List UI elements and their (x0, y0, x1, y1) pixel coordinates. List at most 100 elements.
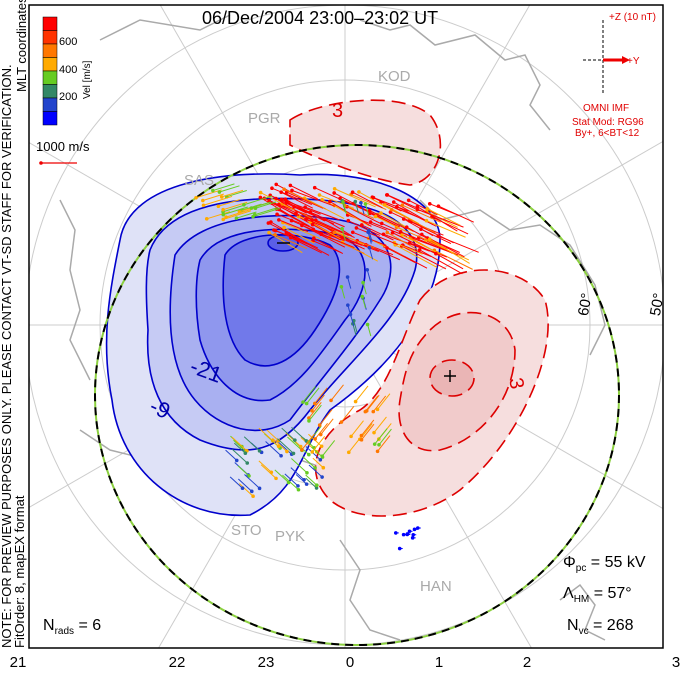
vector-origin (282, 225, 286, 230)
vector-origin (371, 195, 376, 200)
vector-origin (293, 438, 297, 442)
imf-z-label: +Z (10 nT) (609, 12, 656, 23)
vector-origin (415, 207, 420, 212)
velocity-vector (372, 395, 387, 412)
vector-origin (379, 211, 383, 215)
vector-origin (310, 222, 315, 227)
velocity-vector (231, 436, 248, 452)
velocity-vector (330, 384, 344, 401)
velocity-vector (282, 222, 321, 240)
vector-count: Nvc = 268 (567, 617, 634, 637)
velocity-vector (391, 209, 436, 234)
mlt-tick: 1 (434, 654, 444, 671)
velocity-vector (320, 418, 334, 435)
vector-origin (217, 190, 222, 194)
velocity-vector (342, 201, 347, 214)
velocity-vector (308, 402, 322, 419)
nrads-sub: rads (54, 626, 75, 638)
velocity-vector (339, 197, 375, 216)
velocity-vector (438, 205, 474, 223)
vector-origin (201, 198, 205, 203)
vector-origin (273, 233, 277, 237)
velocity-vector (341, 228, 346, 241)
hm-boundary-lat: ΛHM = 57° (563, 585, 632, 605)
vector-origin (279, 197, 284, 202)
vector-origin (354, 226, 359, 230)
vector-origin (279, 190, 283, 195)
colorbar (42, 16, 58, 126)
vector-origin (298, 444, 303, 449)
velocity-vector (195, 189, 222, 199)
velocity-vector (202, 193, 224, 201)
vector-origin (346, 303, 350, 307)
velocity-vector (386, 247, 416, 264)
velocity-vector (348, 220, 381, 236)
velocity-vector (244, 474, 260, 489)
velocity-vector (260, 196, 301, 223)
vector-origin (267, 230, 271, 235)
velocity-vector (260, 464, 277, 479)
velocity-vector (401, 245, 447, 270)
velocity-vector (282, 474, 299, 491)
vector-origin (320, 197, 324, 202)
velocity-vector (314, 422, 328, 440)
velocity-vector (290, 184, 318, 200)
vector-origin (307, 419, 311, 423)
vector-origin (267, 198, 271, 203)
velocity-vector (295, 474, 307, 485)
velocity-vector (305, 477, 317, 489)
vector-origin (313, 401, 317, 406)
velocity-vector (352, 191, 383, 209)
vector-origin (247, 474, 251, 478)
velocity-vector (223, 206, 248, 216)
vector-origin (350, 190, 355, 195)
vector-origin (385, 246, 389, 250)
velocity-vector (361, 423, 375, 441)
velocity-vector (286, 232, 319, 249)
plot-frame (28, 4, 664, 649)
velocity-vector (427, 208, 461, 226)
vector-origin (204, 217, 209, 221)
vector-origin (283, 197, 288, 201)
vector-origin (373, 214, 378, 219)
contour-label: 3 (332, 100, 344, 122)
imf-source: OMNI IMF (583, 103, 630, 114)
velocity-vector (203, 195, 233, 206)
velocity-vector (229, 476, 243, 489)
station-kod: KOD (378, 68, 411, 85)
vector-origin (353, 399, 358, 404)
mlt-tick: 0 (345, 654, 355, 671)
vector-origin (400, 233, 404, 237)
vector-origin (353, 199, 358, 204)
velocity-vector (373, 416, 387, 433)
velocity-vector (311, 435, 326, 453)
vector-origin (389, 207, 394, 212)
station-sto: STO (231, 522, 262, 539)
vector-origin (317, 193, 322, 197)
velocity-vector (254, 207, 278, 216)
convection-cell-negative (105, 173, 441, 517)
scale-vector-label: 1000 m/s (36, 139, 90, 154)
velocity-vector (348, 436, 362, 453)
velocity-vector (287, 436, 303, 451)
vector-origin (371, 409, 376, 414)
imf-clock (583, 20, 630, 95)
velocity-vector (426, 211, 458, 228)
vector-origin (253, 206, 258, 211)
vector-origin (385, 193, 389, 197)
vector-origin (304, 401, 309, 406)
velocity-vector (329, 201, 372, 227)
vector-origin (368, 220, 373, 224)
vector-origin (424, 218, 429, 223)
vector-origin (404, 225, 409, 229)
velocity-vector (321, 440, 336, 457)
vector-origin (234, 458, 239, 463)
lambda-symbol: Λ (563, 585, 574, 602)
vector-origin (412, 527, 417, 532)
vector-origin (372, 442, 377, 446)
colorbar-tick: 200 (59, 91, 78, 103)
velocity-vector (308, 464, 323, 478)
velocity-vector (258, 460, 272, 473)
velocity-vector (368, 247, 374, 260)
velocity-vector (401, 234, 441, 255)
